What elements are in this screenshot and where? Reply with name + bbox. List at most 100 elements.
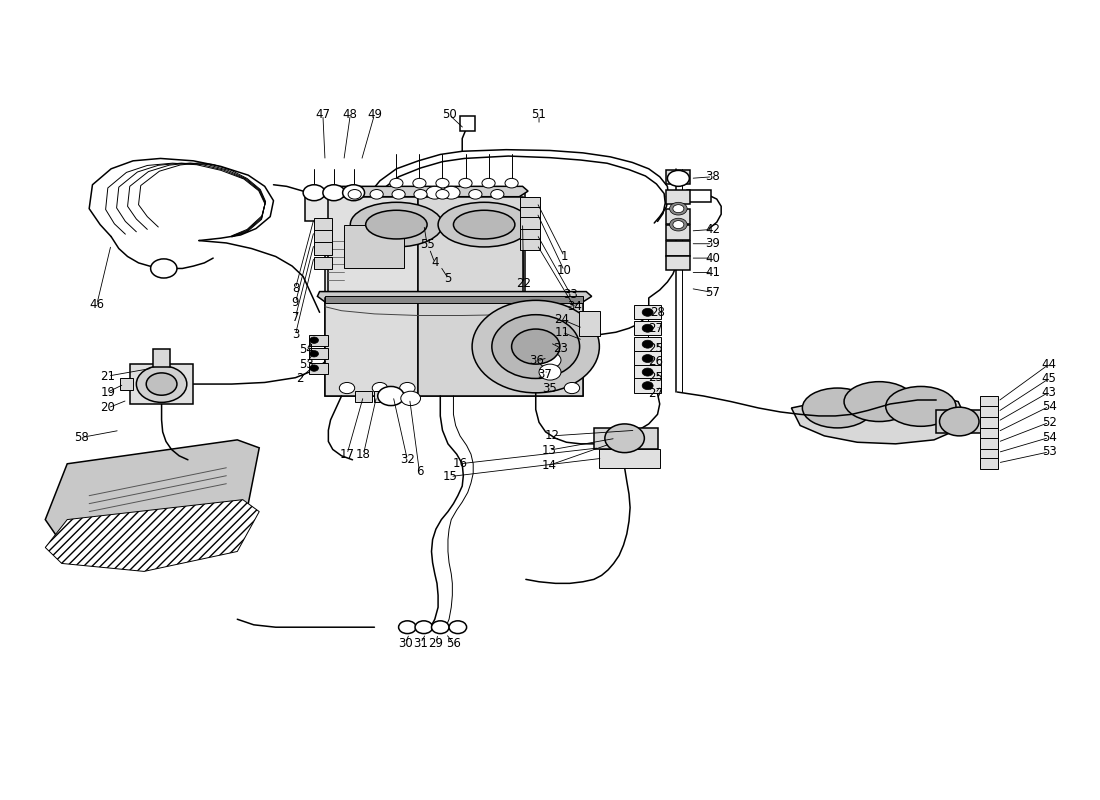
Circle shape	[151, 259, 177, 278]
Bar	[354, 391, 372, 402]
Text: 33: 33	[563, 288, 579, 302]
Bar	[667, 242, 691, 256]
Bar	[520, 229, 540, 240]
Bar	[520, 197, 540, 208]
Ellipse shape	[453, 210, 515, 239]
Bar	[579, 310, 601, 336]
Polygon shape	[418, 197, 522, 298]
Circle shape	[491, 190, 504, 199]
Text: 48: 48	[343, 108, 358, 121]
Circle shape	[459, 178, 472, 188]
Text: 25: 25	[648, 371, 663, 384]
Bar	[667, 256, 691, 270]
Text: 14: 14	[541, 459, 557, 472]
Circle shape	[512, 329, 560, 364]
Bar	[980, 458, 998, 470]
Circle shape	[377, 386, 404, 406]
Bar	[980, 428, 998, 439]
Circle shape	[370, 190, 383, 199]
Circle shape	[310, 350, 319, 357]
Bar	[980, 438, 998, 450]
Circle shape	[670, 218, 688, 231]
Circle shape	[642, 354, 653, 362]
Bar	[520, 218, 540, 229]
Bar	[667, 210, 691, 224]
Circle shape	[136, 366, 187, 402]
Circle shape	[310, 365, 319, 371]
Circle shape	[414, 190, 427, 199]
Circle shape	[668, 170, 690, 186]
Text: 15: 15	[442, 470, 458, 483]
Text: 16: 16	[452, 458, 468, 470]
Text: 40: 40	[705, 251, 719, 265]
Text: 17: 17	[340, 448, 354, 461]
Text: 44: 44	[1042, 358, 1057, 370]
Bar	[309, 348, 329, 359]
Text: 50: 50	[442, 108, 456, 121]
Text: 9: 9	[292, 296, 299, 310]
Bar	[520, 207, 540, 218]
Circle shape	[482, 178, 495, 188]
Text: 49: 49	[367, 108, 382, 121]
Text: 10: 10	[557, 264, 572, 278]
Text: 23: 23	[553, 342, 569, 354]
Circle shape	[673, 205, 684, 213]
Circle shape	[400, 391, 420, 406]
Text: 7: 7	[292, 310, 299, 323]
Circle shape	[564, 382, 580, 394]
Bar	[980, 396, 998, 407]
Bar	[667, 190, 691, 204]
Bar	[980, 449, 998, 460]
Bar	[635, 351, 661, 366]
Text: 51: 51	[531, 108, 547, 121]
Bar	[460, 116, 475, 130]
Circle shape	[392, 190, 405, 199]
Bar	[635, 337, 661, 351]
Circle shape	[436, 190, 449, 199]
Ellipse shape	[844, 382, 914, 422]
Polygon shape	[329, 197, 418, 298]
Bar	[306, 189, 373, 221]
Bar	[688, 190, 712, 202]
Text: 53: 53	[1042, 446, 1057, 458]
Circle shape	[642, 382, 653, 390]
Text: 18: 18	[356, 448, 371, 461]
Text: 34: 34	[566, 300, 582, 314]
Bar	[635, 321, 661, 335]
Text: 39: 39	[705, 238, 719, 250]
Circle shape	[389, 178, 403, 188]
Text: 58: 58	[74, 431, 89, 444]
Text: 12: 12	[544, 430, 560, 442]
Circle shape	[348, 190, 361, 199]
Bar	[980, 417, 998, 428]
Ellipse shape	[438, 202, 530, 247]
Text: 32: 32	[400, 454, 415, 466]
Text: 25: 25	[648, 342, 663, 354]
Text: 13: 13	[541, 444, 557, 457]
Text: 43: 43	[1042, 386, 1057, 398]
Polygon shape	[45, 440, 260, 551]
Ellipse shape	[802, 388, 872, 428]
Text: 41: 41	[705, 266, 719, 279]
Polygon shape	[418, 298, 583, 396]
Text: 26: 26	[648, 355, 663, 368]
Bar	[120, 378, 133, 390]
Text: 30: 30	[398, 637, 412, 650]
Text: 54: 54	[299, 343, 314, 356]
Text: 55: 55	[420, 238, 434, 251]
Polygon shape	[326, 193, 525, 300]
Bar	[315, 242, 332, 255]
Circle shape	[415, 621, 432, 634]
Text: 46: 46	[89, 298, 104, 311]
Text: 2: 2	[296, 372, 304, 385]
Circle shape	[539, 352, 561, 368]
Text: 19: 19	[100, 386, 116, 398]
Circle shape	[310, 337, 319, 343]
Text: 47: 47	[316, 108, 330, 121]
Text: 27: 27	[648, 387, 663, 400]
Polygon shape	[791, 392, 965, 444]
Bar	[980, 406, 998, 418]
Bar	[153, 349, 170, 366]
Text: 54: 54	[1042, 400, 1057, 413]
Text: 36: 36	[529, 354, 544, 367]
